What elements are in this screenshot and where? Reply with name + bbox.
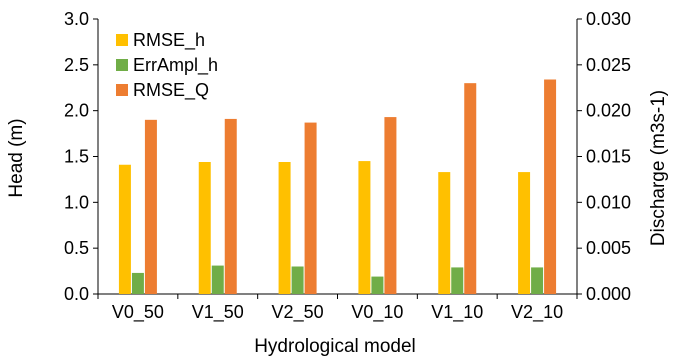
y-tick-label: 1.0 — [64, 192, 89, 212]
y-axis-title: Head (m) — [6, 118, 27, 197]
legend: RMSE_h ErrAmpl_h RMSE_Q — [116, 30, 218, 101]
x-tick-label: V0_10 — [351, 302, 403, 323]
x-tick-label: V1_50 — [192, 302, 244, 323]
bar-rmse-q — [384, 117, 397, 294]
y2-tick-label: 0.030 — [586, 9, 631, 29]
bar-errampl-h — [211, 265, 224, 294]
y-tick-label: 0.0 — [64, 284, 89, 304]
x-tick-label: V2_50 — [272, 302, 324, 323]
axes: 0.0 0.5 1.0 1.5 2.0 2.5 3.0 0.000 0.005 0.010 0.01… — [64, 9, 631, 323]
bar-rmse-h — [198, 162, 211, 294]
y-tick-label: 3.0 — [64, 9, 89, 29]
bar-errampl-h — [451, 267, 464, 294]
x-tick-label: V1_10 — [431, 302, 483, 323]
legend-label: RMSE_Q — [133, 80, 209, 101]
x-tick-label: V0_50 — [112, 302, 164, 323]
y2-tick-label: 0.020 — [586, 101, 631, 121]
y2-tick-label: 0.000 — [586, 284, 631, 304]
y-tick-label: 2.0 — [64, 101, 89, 121]
legend-swatch — [116, 84, 128, 96]
y2-tick-label: 0.010 — [586, 192, 631, 212]
bar-rmse-h — [438, 172, 451, 294]
bar-errampl-h — [131, 272, 144, 294]
legend-swatch — [116, 59, 128, 71]
bars — [118, 79, 557, 295]
bar-rmse-q — [304, 122, 317, 294]
bar-rmse-h — [518, 172, 531, 294]
bar-rmse-q — [224, 118, 237, 295]
bar-errampl-h — [291, 266, 304, 294]
x-axis-title: Hydrological model — [254, 336, 416, 357]
bar-errampl-h — [371, 276, 384, 294]
y-tick-label: 1.5 — [64, 147, 89, 167]
bar-rmse-q — [464, 83, 477, 295]
legend-label: ErrAmpl_h — [133, 55, 218, 76]
y2-axis-title: Discharge (m3s-1) — [648, 90, 669, 246]
legend-swatch — [116, 34, 128, 46]
y2-tick-label: 0.025 — [586, 55, 631, 75]
y2-tick-label: 0.005 — [586, 238, 631, 258]
y-tick-label: 2.5 — [64, 55, 89, 75]
y-tick-label: 0.5 — [64, 238, 89, 258]
bar-rmse-h — [278, 162, 291, 294]
bar-rmse-q — [144, 119, 157, 294]
y2-tick-label: 0.015 — [586, 147, 631, 167]
x-tick-label: V2_10 — [511, 302, 563, 323]
bar-rmse-h — [358, 161, 371, 294]
legend-label: RMSE_h — [133, 30, 205, 51]
bar-rmse-q — [544, 79, 557, 294]
bar-rmse-h — [118, 164, 131, 294]
bar-errampl-h — [531, 267, 544, 294]
